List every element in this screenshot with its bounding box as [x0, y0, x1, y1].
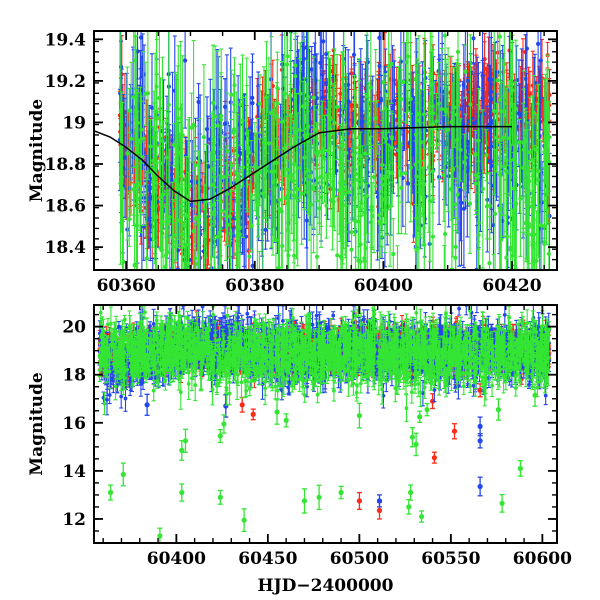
data-point — [250, 101, 255, 106]
data-point — [469, 116, 474, 121]
data-point — [300, 60, 305, 65]
data-point — [459, 200, 464, 205]
data-point — [471, 121, 476, 126]
data-point — [460, 129, 465, 134]
top-panel: 60360 60380 60400 6042018.418.618.81919.219… — [27, 14, 558, 296]
data-point — [243, 234, 249, 239]
data-point — [471, 36, 476, 41]
data-point — [547, 92, 552, 97]
data-point — [446, 174, 451, 179]
data-point — [122, 155, 128, 160]
data-point — [250, 263, 255, 268]
data-point — [309, 67, 314, 72]
data-point — [536, 41, 541, 47]
data-point — [379, 98, 384, 103]
data-point — [489, 77, 494, 82]
top-panel-data — [95, 14, 552, 286]
data-point — [319, 14, 323, 18]
data-point — [365, 60, 370, 65]
data-point — [197, 273, 201, 277]
data-point — [301, 56, 306, 61]
data-point — [183, 282, 187, 286]
data-point — [330, 69, 335, 74]
data-point — [398, 59, 403, 64]
data-point — [349, 71, 354, 76]
data-point — [183, 58, 188, 63]
data-point — [205, 164, 211, 169]
data-point — [514, 77, 519, 83]
data-point — [489, 163, 494, 168]
data-point — [465, 78, 470, 83]
data-point — [143, 147, 149, 152]
data-point — [189, 202, 194, 208]
data-point — [263, 227, 268, 232]
data-point — [447, 134, 453, 139]
data-point — [149, 105, 155, 110]
data-point — [140, 271, 144, 275]
data-point — [334, 168, 339, 173]
data-point — [138, 35, 144, 40]
data-point — [390, 106, 395, 111]
data-point — [411, 110, 416, 115]
data-point — [324, 51, 329, 57]
data-point — [406, 181, 411, 186]
data-point — [338, 91, 343, 96]
data-point — [206, 222, 211, 227]
data-point — [524, 46, 530, 51]
data-point — [440, 22, 444, 26]
data-point — [312, 60, 317, 65]
data-point — [321, 39, 326, 44]
data-point — [232, 216, 237, 221]
data-point — [304, 218, 310, 223]
